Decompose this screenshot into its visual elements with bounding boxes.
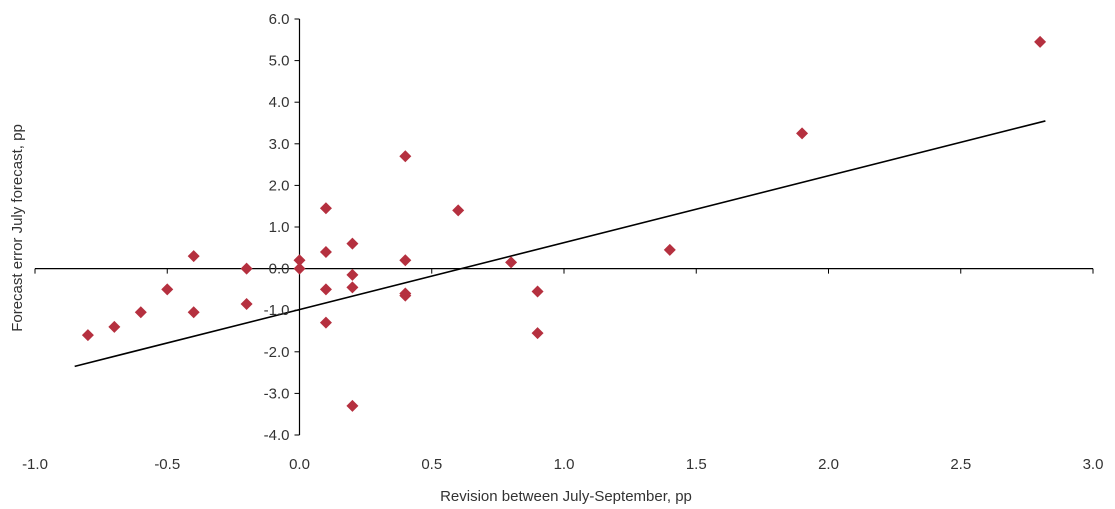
x-axis-title: Revision between July-September, pp	[440, 488, 692, 505]
data-point	[293, 254, 306, 267]
data-point	[187, 250, 200, 263]
data-point	[346, 281, 359, 294]
y-axis-title: Forecast error July forecast, pp	[9, 124, 26, 332]
data-point	[134, 306, 147, 319]
data-point	[240, 297, 253, 310]
y-tick-label: -2.0	[264, 344, 290, 361]
data-point	[399, 254, 412, 267]
x-tick-label: 3.0	[1083, 456, 1104, 473]
data-point	[663, 243, 676, 256]
data-point	[240, 262, 253, 275]
x-tick-label: -0.5	[154, 456, 180, 473]
x-tick-label: 0.5	[421, 456, 442, 473]
x-tick-label: -1.0	[22, 456, 48, 473]
x-tick-label: 1.5	[686, 456, 707, 473]
data-point	[108, 320, 121, 333]
x-tick-label: 2.5	[950, 456, 971, 473]
data-point	[81, 329, 94, 342]
data-point	[399, 150, 412, 163]
y-tick-label: 5.0	[269, 53, 290, 70]
data-point	[399, 289, 412, 302]
y-tick-label: 3.0	[269, 136, 290, 153]
data-point	[531, 327, 544, 340]
y-tick-label: -1.0	[264, 302, 290, 319]
y-tick-label: -4.0	[264, 427, 290, 444]
y-tick-label: 4.0	[269, 94, 290, 111]
trendline	[74, 120, 1046, 368]
axes	[34, 18, 1094, 436]
data-point	[319, 202, 332, 215]
data-point	[796, 127, 809, 140]
y-tick-label: 1.0	[269, 219, 290, 236]
data-point	[293, 262, 306, 275]
trendline-group	[74, 120, 1046, 368]
data-point	[1034, 35, 1047, 48]
data-point	[161, 283, 174, 296]
y-tick-label: 0.0	[269, 261, 290, 278]
y-tick-label: 2.0	[269, 177, 290, 194]
data-point	[531, 285, 544, 298]
x-tick-label: 1.0	[554, 456, 575, 473]
data-point	[319, 316, 332, 329]
data-point	[346, 268, 359, 281]
x-tick-label: 0.0	[289, 456, 310, 473]
tick-labels: 6.0 5.0 4.0 3.0 2.0 1.0 0.0 -1.0 -2.0 -3.0 -4.0 -1.…	[22, 11, 1103, 473]
data-point	[505, 256, 518, 269]
x-tick-label: 2.0	[818, 456, 839, 473]
data-points	[81, 35, 1047, 412]
data-point	[319, 245, 332, 258]
data-point	[187, 306, 200, 319]
data-point	[452, 204, 465, 217]
y-tick-label: 6.0	[269, 11, 290, 28]
data-point	[346, 237, 359, 250]
data-point	[346, 399, 359, 412]
y-tick-label: -3.0	[264, 385, 290, 402]
data-point	[319, 283, 332, 296]
